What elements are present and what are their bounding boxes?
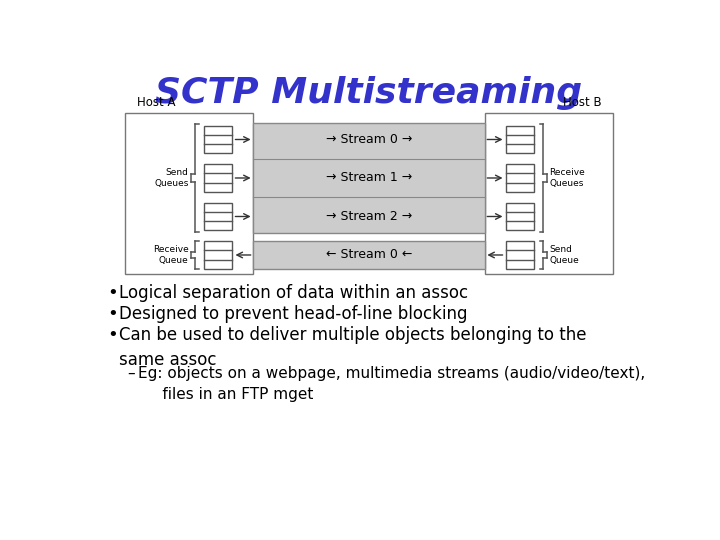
Text: ← Stream 0 ←: ← Stream 0 ←	[326, 248, 412, 261]
Bar	[485, 112, 613, 274]
Bar	[125, 112, 253, 274]
Text: SCTP Multistreaming: SCTP Multistreaming	[156, 76, 582, 110]
Text: –: –	[127, 366, 135, 381]
Text: Logical separation of data within an assoc: Logical separation of data within an ass…	[120, 284, 469, 302]
Text: Eg: objects on a webpage, multimedia streams (audio/video/text),
     files in a: Eg: objects on a webpage, multimedia str…	[138, 366, 645, 402]
Bar	[253, 241, 485, 269]
Text: Send
Queue: Send Queue	[549, 245, 580, 265]
Text: → Stream 1 →: → Stream 1 →	[326, 172, 412, 185]
Text: •: •	[107, 326, 118, 344]
Text: → Stream 2 →: → Stream 2 →	[326, 210, 412, 223]
Bar	[253, 123, 485, 233]
Bar	[506, 241, 534, 269]
Bar	[506, 164, 534, 192]
Bar	[506, 202, 534, 231]
Bar	[204, 164, 232, 192]
Text: Host B: Host B	[563, 97, 601, 110]
Text: Receive
Queues: Receive Queues	[549, 168, 585, 188]
Text: Designed to prevent head-of-line blocking: Designed to prevent head-of-line blockin…	[120, 305, 468, 323]
Text: Host A: Host A	[137, 97, 175, 110]
Bar	[204, 241, 232, 269]
Text: Can be used to deliver multiple objects belonging to the
same assoc: Can be used to deliver multiple objects …	[120, 326, 587, 369]
Bar	[204, 126, 232, 153]
Text: → Stream 0 →: → Stream 0 →	[326, 133, 412, 146]
Bar	[204, 202, 232, 231]
Text: •: •	[107, 305, 118, 323]
Bar	[506, 126, 534, 153]
Text: Send
Queues: Send Queues	[154, 168, 189, 188]
Text: Receive
Queue: Receive Queue	[153, 245, 189, 265]
Text: •: •	[107, 284, 118, 302]
